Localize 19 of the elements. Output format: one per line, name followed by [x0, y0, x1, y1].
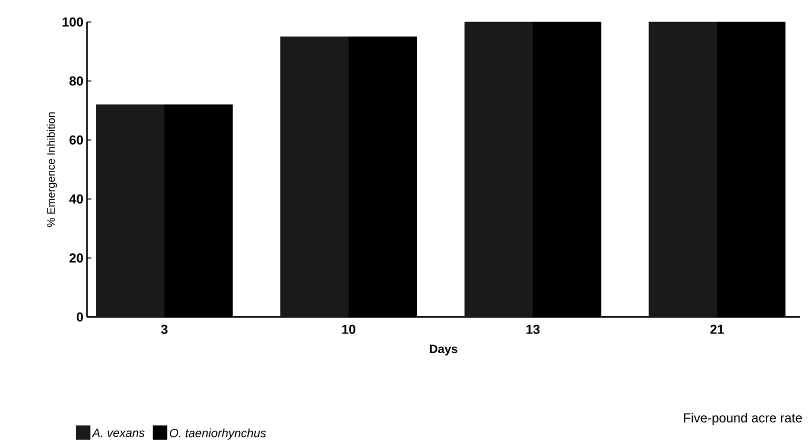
- y-tick-label: 40: [69, 194, 83, 204]
- y-tick-label: 100: [62, 17, 83, 27]
- legend-label: A. vexans: [92, 428, 145, 438]
- text: Five-pound acre rate: [684, 412, 802, 426]
- legend-label: O. taeniorhynchus: [170, 428, 266, 440]
- x-tick-label: 21: [710, 324, 724, 334]
- x-tick-label: 13: [526, 324, 540, 334]
- x-tick-label: 3: [161, 324, 168, 334]
- x-tick-label: 10: [342, 324, 356, 334]
- y-tick-label: 60: [70, 135, 83, 145]
- bar: [464, 22, 534, 318]
- y-tick-label: 20: [70, 253, 83, 263]
- y-tick-label: 80: [69, 76, 83, 86]
- bar: [648, 22, 718, 318]
- bar: [280, 36, 349, 318]
- x-axis-title: Days: [430, 344, 458, 356]
- y-axis-title: % Emergence Inhibition: [46, 112, 58, 227]
- y-tick-label: 0: [76, 312, 83, 322]
- bar: [96, 104, 165, 318]
